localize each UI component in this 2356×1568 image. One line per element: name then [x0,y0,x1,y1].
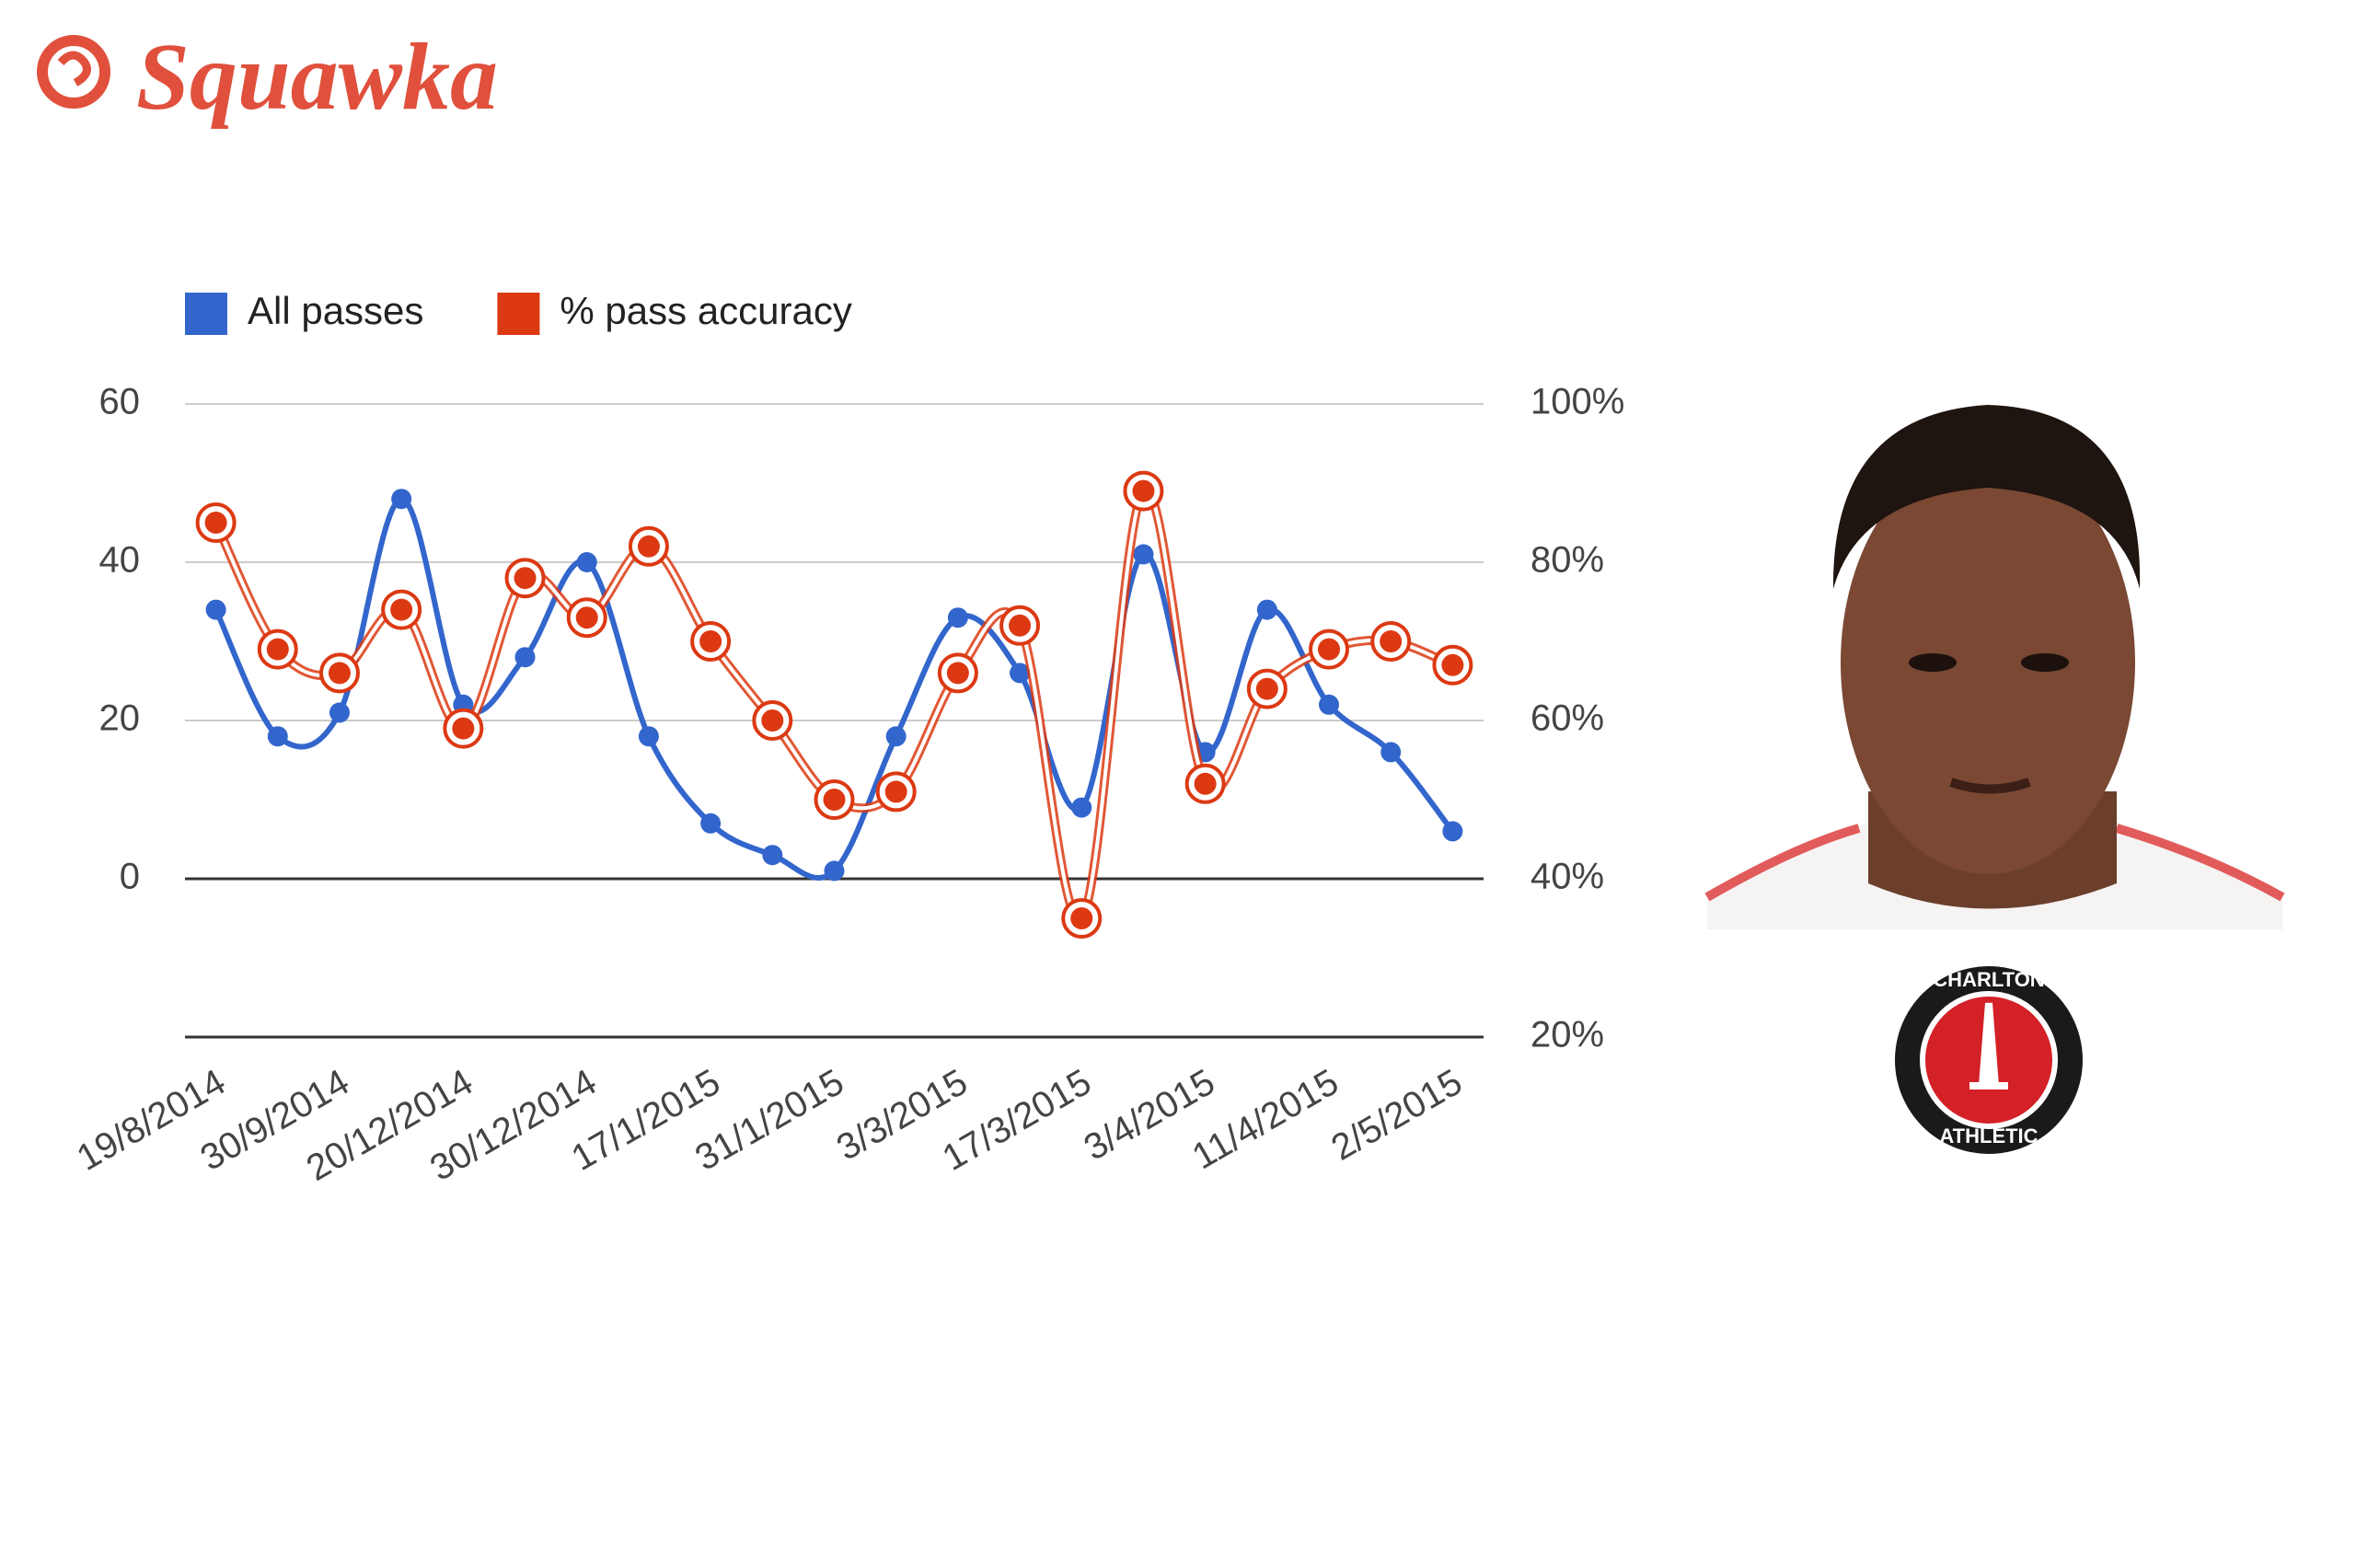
y-tick-label: 40 [99,540,141,581]
y2-tick-label: 60% [1530,698,1604,739]
point [391,489,412,510]
point [514,567,537,590]
logo-icon [37,35,110,109]
club-badge: CHARLTON ATHLETIC [1895,966,2083,1154]
legend-label: All passes [248,289,423,332]
point [885,726,907,747]
point [1132,479,1155,502]
point [1194,772,1217,795]
legend-swatch [497,293,540,335]
point [761,709,784,732]
y2-tick-label: 80% [1530,540,1604,581]
point [1380,630,1403,652]
point [575,606,598,629]
point [946,662,969,685]
point [390,598,413,621]
point [204,512,227,534]
point [1441,653,1464,676]
shirt-trim [1704,824,1861,902]
point [637,535,660,558]
y-tick-label: 60 [99,382,141,422]
legend-label: % pass accuracy [560,289,851,332]
badge-text: CHARLTON [1933,968,2044,991]
point [762,845,783,866]
brand: Squawka [136,24,498,130]
point [947,607,968,628]
point [452,717,475,740]
logo: Squawka [37,24,498,130]
legend-swatch [185,293,227,335]
point [1380,742,1402,763]
point [638,726,659,747]
point [205,599,226,620]
player-photo [1704,405,2285,929]
point [1009,614,1032,637]
point [1010,663,1031,684]
eye [2021,653,2069,672]
point [1070,907,1093,929]
point [1442,821,1463,842]
eye [1909,653,1957,672]
point [576,552,597,572]
logo-icon-mark [57,51,91,86]
x-tick-label: 2/5/2015 [1324,1062,1469,1169]
point [1255,677,1278,700]
point [699,630,722,652]
point [1071,797,1092,818]
point [824,860,845,882]
shirt-trim [2115,824,2285,902]
point [1133,544,1154,565]
point [514,647,536,668]
badge-text: ATHLETIC [1939,1124,2038,1147]
badge-sword [1969,1002,2008,1090]
y2-tick-label: 40% [1530,857,1604,897]
point [1319,694,1340,715]
point [267,726,288,747]
y-tick-label: 20 [99,698,141,739]
hair [1832,405,2141,589]
mouth [1949,778,2031,794]
point [266,638,289,661]
point [1256,599,1277,620]
y2-tick-label: 100% [1530,382,1624,422]
y2-tick-label: 20% [1530,1015,1604,1055]
point [884,780,907,803]
point [1318,638,1341,661]
point [823,789,846,811]
series-line [213,496,1455,881]
face [1841,451,2135,874]
point [700,813,722,834]
point [328,662,351,685]
y-tick-label: 0 [120,857,140,897]
point [329,702,350,723]
